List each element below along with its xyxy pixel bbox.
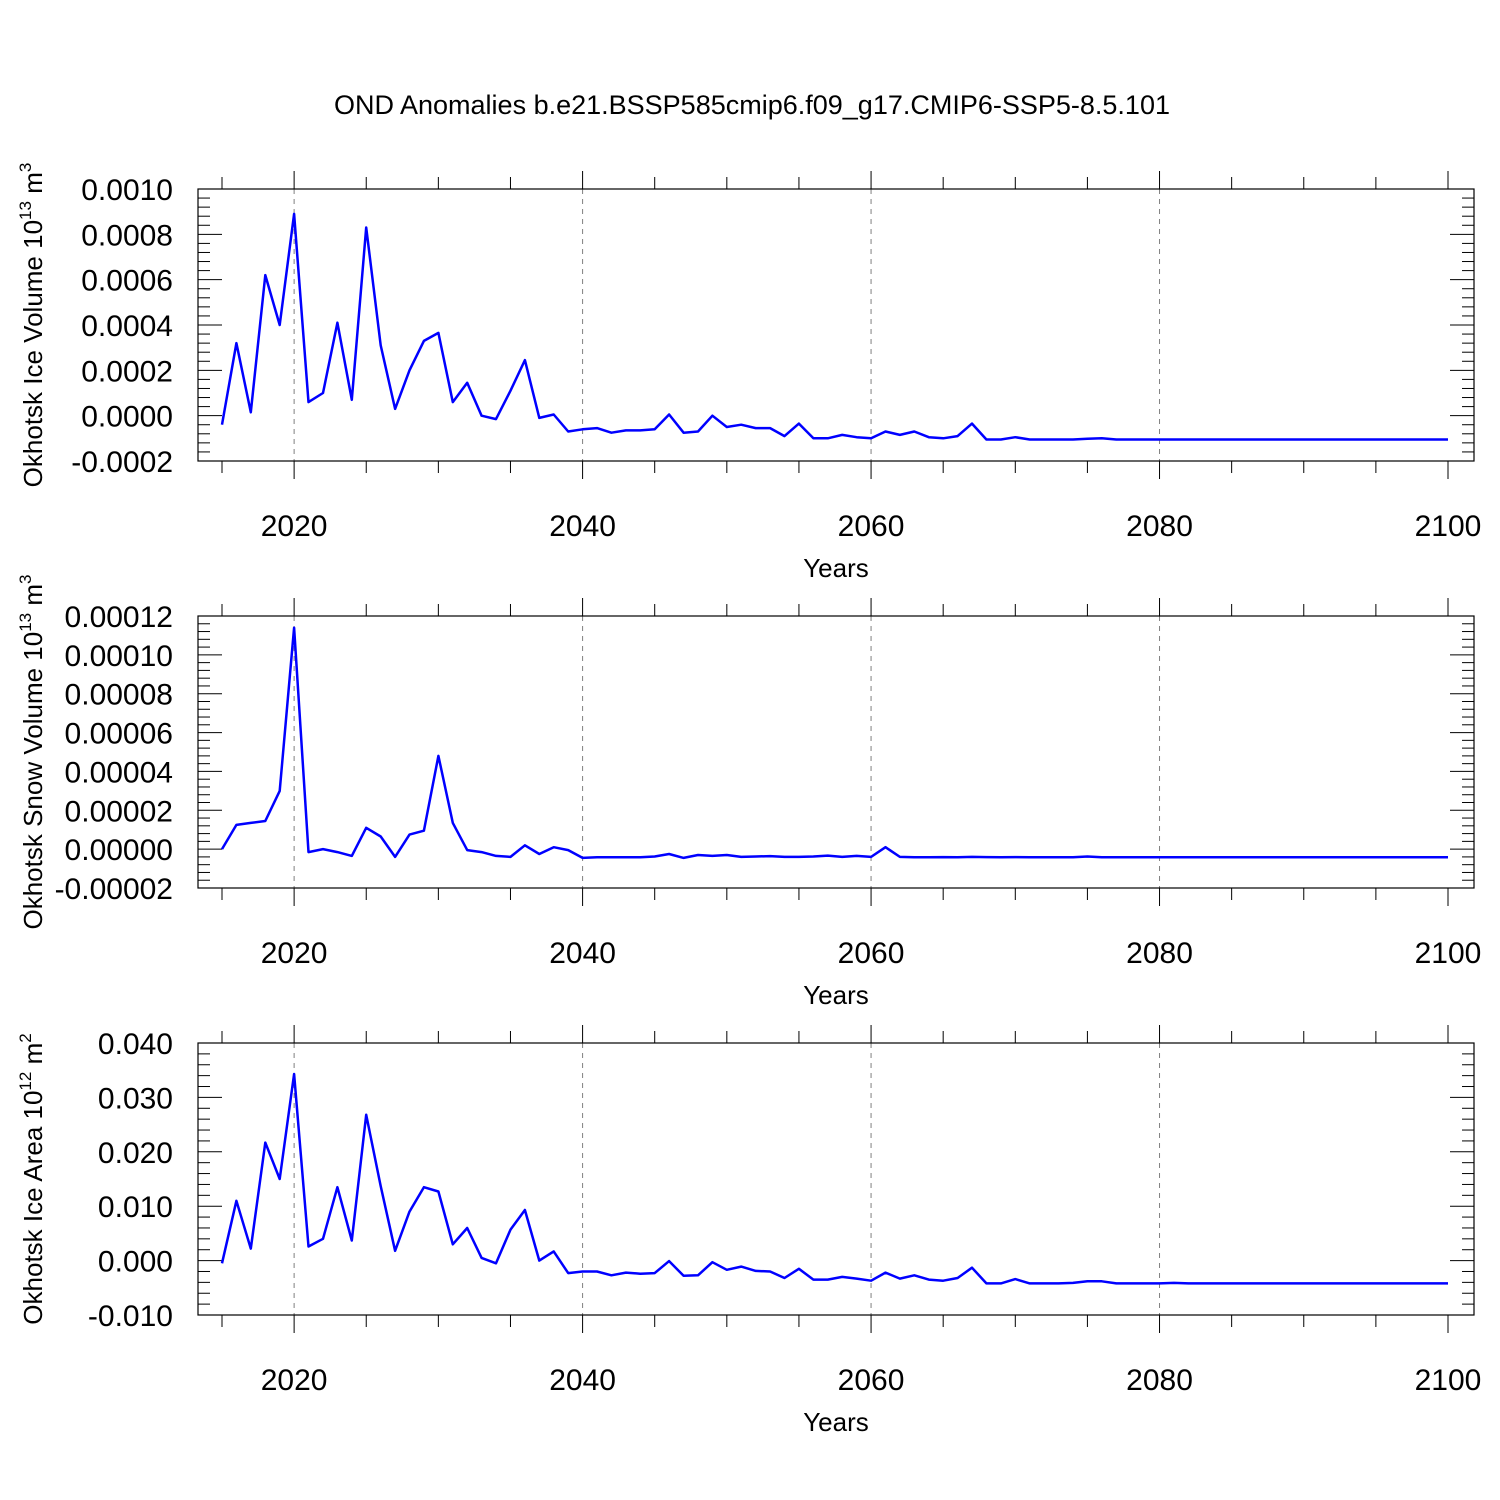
x-tick-label: 2020 xyxy=(261,510,328,543)
x-tick-label: 2040 xyxy=(549,1364,616,1397)
y-tick-label: 0.0006 xyxy=(81,265,173,298)
y-tick-label: 0.00008 xyxy=(65,679,173,712)
x-tick-label: 2040 xyxy=(549,937,616,970)
plot-frame xyxy=(197,615,1475,889)
y-axis-label-unit-exponent: 3 xyxy=(16,163,35,172)
y-axis-label-exponent: 13 xyxy=(16,613,35,632)
y-tick-label: -0.00002 xyxy=(55,873,173,906)
y-tick-label: 0.00006 xyxy=(65,718,173,751)
y-tick-label: 0.00002 xyxy=(65,795,173,828)
x-tick-label: 2040 xyxy=(549,510,616,543)
y-axis-label-exponent: 12 xyxy=(16,1072,35,1091)
y-tick-label: 0.00000 xyxy=(65,834,173,867)
x-tick-label: 2100 xyxy=(1415,1364,1482,1397)
y-axis-label-unit: m xyxy=(18,172,48,201)
y-axis-label-unit-exponent: 2 xyxy=(16,1033,35,1042)
y-tick-label: -0.010 xyxy=(88,1300,173,1333)
y-axis-label: Okhotsk Snow Volume 1013 m3 xyxy=(16,575,48,930)
x-tick-label: 2060 xyxy=(838,937,905,970)
y-tick-label: 0.00010 xyxy=(65,640,173,673)
y-tick-label: 0.0010 xyxy=(81,174,173,207)
y-axis-label-exponent: 13 xyxy=(16,201,35,220)
y-tick-label: 0.0004 xyxy=(81,310,173,343)
y-axis-label-text: Okhotsk Ice Area 10 xyxy=(18,1091,48,1325)
x-tick-label: 2060 xyxy=(838,1364,905,1397)
figure-title: OND Anomalies b.e21.BSSP585cmip6.f09_g17… xyxy=(334,90,1170,120)
y-axis-label-unit: m xyxy=(18,584,48,613)
y-axis-label-text: Okhotsk Ice Volume 10 xyxy=(18,220,48,487)
x-tick-label: 2100 xyxy=(1415,937,1482,970)
x-tick-label: 2080 xyxy=(1126,510,1193,543)
y-tick-label: -0.0002 xyxy=(71,446,173,479)
plot-frame xyxy=(197,1042,1475,1316)
x-tick-label: 2060 xyxy=(838,510,905,543)
series-line xyxy=(220,626,1448,860)
plot-frame xyxy=(197,188,1475,462)
y-tick-label: 0.000 xyxy=(98,1246,173,1279)
x-tick-label: 2020 xyxy=(261,937,328,970)
x-tick-label: 2080 xyxy=(1126,1364,1193,1397)
series-line xyxy=(220,212,1448,441)
y-axis-label-unit-exponent: 3 xyxy=(16,575,35,584)
y-tick-label: 0.00004 xyxy=(65,756,173,789)
y-tick-label: 0.020 xyxy=(98,1137,173,1170)
y-tick-label: 0.010 xyxy=(98,1191,173,1224)
y-axis-label: Okhotsk Ice Area 1012 m2 xyxy=(16,1033,48,1324)
x-tick-label: 2020 xyxy=(261,1364,328,1397)
y-tick-label: 0.0008 xyxy=(81,219,173,252)
y-tick-label: 0.030 xyxy=(98,1082,173,1115)
y-axis-label: Okhotsk Ice Volume 1013 m3 xyxy=(16,163,48,488)
chart-panel-1: 2020 2040 2060 2080 2100 0.0010 0.0008 0.0006 0.… xyxy=(16,163,1481,583)
x-tick-label: 2080 xyxy=(1126,937,1193,970)
y-tick-label: 0.040 xyxy=(98,1028,173,1061)
x-axis-label: Years xyxy=(803,553,869,583)
chart-panel-2: 2020 2040 2060 2080 2100 0.00012 0.00010 0.0000… xyxy=(16,575,1481,1011)
y-axis-label-text: Okhotsk Snow Volume 10 xyxy=(18,632,48,930)
y-tick-label: 0.00012 xyxy=(65,601,173,634)
y-tick-label: 0.0000 xyxy=(81,401,173,434)
series-line xyxy=(220,1072,1448,1285)
y-axis-label-unit: m xyxy=(18,1043,48,1072)
x-axis-label: Years xyxy=(803,1407,869,1437)
chart-panel-3: 2020 2040 2060 2080 2100 0.040 0.030 0.020 0.010… xyxy=(16,1025,1481,1437)
y-tick-label: 0.0002 xyxy=(81,355,173,388)
x-axis-label: Years xyxy=(803,980,869,1010)
x-tick-label: 2100 xyxy=(1415,510,1482,543)
